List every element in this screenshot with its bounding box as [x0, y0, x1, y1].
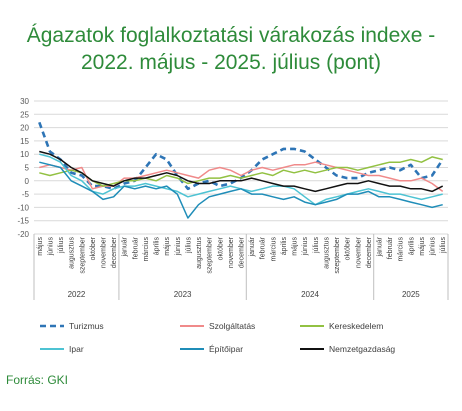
y-tick-label: -10 — [17, 203, 29, 212]
x-tick-label: július — [185, 237, 192, 254]
y-tick-label: 20 — [20, 124, 29, 133]
x-tick-label: május — [164, 237, 171, 256]
legend-label: Kereskedelem — [329, 321, 383, 331]
x-tick-label: november — [101, 236, 108, 268]
year-label: 2024 — [301, 290, 319, 299]
x-tick-label: május — [37, 237, 44, 256]
chart-title: Ágazatok foglalkoztatási várakozás index… — [0, 22, 462, 76]
x-tick-label: február — [260, 236, 267, 259]
y-tick-label: 0 — [25, 177, 30, 186]
x-tick-label: február — [387, 236, 394, 259]
legend-label: Turizmus — [69, 321, 104, 331]
x-tick-label: március — [143, 237, 150, 262]
x-tick-label: augusztus — [196, 237, 203, 269]
x-tick-label: augusztus — [69, 237, 76, 269]
x-tick-label: július — [313, 237, 320, 254]
x-tick-label: december — [366, 236, 373, 268]
y-tick-label: 5 — [25, 164, 30, 173]
x-tick-label: április — [154, 237, 161, 256]
series-line — [39, 161, 443, 219]
x-tick-label: december — [111, 236, 118, 268]
y-tick-label: 15 — [20, 137, 29, 146]
x-tick-label: október — [217, 236, 224, 260]
x-tick-label: január — [122, 236, 129, 257]
x-tick-label: november — [228, 236, 235, 268]
x-tick-label: március — [270, 237, 277, 262]
x-tick-label: szeptember — [79, 236, 86, 273]
x-tick-label: szeptember — [207, 236, 214, 273]
x-tick-label: június — [175, 237, 182, 257]
x-tick-label: április — [408, 237, 415, 256]
legend-label: Szolgáltatás — [209, 321, 255, 331]
y-tick-label: -5 — [22, 190, 30, 199]
x-tick-label: október — [90, 236, 97, 260]
year-label: 2023 — [174, 290, 192, 299]
series-line — [39, 150, 444, 193]
legend-label: Építőipar — [209, 344, 243, 354]
x-tick-label: június — [302, 237, 309, 257]
x-tick-label: május — [419, 237, 426, 256]
x-tick-label: március — [398, 237, 405, 262]
series-line — [39, 161, 444, 193]
x-tick-label: október — [345, 236, 352, 260]
year-label: 2022 — [68, 290, 86, 299]
year-label: 2025 — [402, 290, 420, 299]
x-tick-label: június — [430, 237, 437, 257]
legend-label: Ipar — [69, 344, 84, 354]
legend-label: Nemzetgazdaság — [329, 344, 395, 354]
chart-title-line-1: Ágazatok foglalkoztatási várakozás index… — [26, 24, 436, 47]
y-tick-label: -15 — [17, 217, 29, 226]
x-tick-label: június — [47, 237, 54, 257]
y-tick-label: 25 — [20, 110, 29, 119]
y-tick-label: 30 — [20, 97, 29, 106]
x-tick-label: december — [239, 236, 246, 268]
y-tick-label: 10 — [20, 150, 29, 159]
x-tick-label: február — [132, 236, 139, 259]
x-tick-label: július — [58, 237, 65, 254]
x-tick-label: április — [281, 237, 288, 256]
series-line — [39, 156, 443, 187]
x-tick-label: január — [377, 236, 384, 257]
x-tick-label: január — [249, 236, 256, 257]
source-note: Forrás: GKI — [6, 373, 69, 387]
x-tick-label: szeptember — [334, 236, 341, 273]
x-tick-label: augusztus — [323, 237, 330, 269]
y-tick-label: -20 — [17, 230, 29, 239]
x-tick-label: május — [292, 237, 299, 256]
x-tick-label: november — [355, 236, 362, 268]
chart-title-line-2: 2022. május - 2025. július (pont) — [81, 51, 381, 74]
x-tick-label: július — [440, 237, 447, 254]
